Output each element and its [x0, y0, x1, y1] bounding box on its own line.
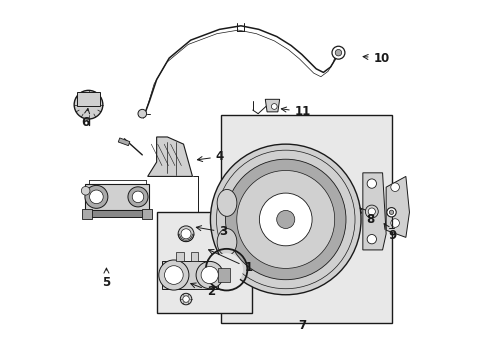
Text: 1: 1 — [208, 249, 252, 274]
Text: 7: 7 — [297, 319, 305, 332]
Circle shape — [366, 179, 376, 188]
Text: 5: 5 — [102, 268, 110, 289]
Bar — [85, 184, 149, 211]
Circle shape — [210, 144, 360, 295]
Circle shape — [89, 190, 103, 204]
Polygon shape — [147, 137, 192, 176]
Text: 6: 6 — [81, 108, 90, 129]
Ellipse shape — [217, 189, 236, 216]
Text: 8: 8 — [359, 208, 374, 226]
Circle shape — [335, 49, 341, 56]
Circle shape — [201, 266, 218, 284]
Circle shape — [81, 186, 90, 195]
Circle shape — [236, 171, 334, 269]
Ellipse shape — [217, 229, 236, 256]
Bar — [162, 261, 217, 289]
Text: 10: 10 — [363, 51, 389, 64]
Circle shape — [181, 229, 191, 239]
Circle shape — [196, 261, 223, 289]
Polygon shape — [265, 99, 279, 112]
Bar — [77, 92, 100, 107]
Text: 2: 2 — [190, 283, 215, 298]
Circle shape — [138, 109, 146, 118]
Circle shape — [271, 104, 277, 109]
Polygon shape — [362, 173, 386, 250]
Circle shape — [276, 210, 294, 229]
Bar — [176, 252, 183, 261]
Circle shape — [365, 205, 378, 218]
Text: 11: 11 — [281, 105, 310, 118]
Circle shape — [180, 293, 191, 305]
Circle shape — [178, 226, 194, 242]
Text: 3: 3 — [196, 225, 227, 238]
Circle shape — [390, 183, 399, 192]
Bar — [142, 209, 152, 220]
Bar — [88, 210, 145, 217]
Circle shape — [367, 208, 375, 215]
Circle shape — [210, 253, 243, 286]
Circle shape — [74, 90, 102, 119]
Circle shape — [390, 219, 399, 227]
Circle shape — [259, 193, 311, 246]
Circle shape — [164, 266, 183, 284]
Text: 9: 9 — [384, 224, 395, 242]
Circle shape — [159, 260, 188, 290]
Bar — [190, 252, 198, 261]
Bar — [118, 138, 130, 146]
Text: 4: 4 — [197, 150, 224, 163]
Circle shape — [331, 46, 344, 59]
Bar — [221, 116, 391, 323]
Bar — [82, 209, 92, 220]
Circle shape — [366, 234, 376, 244]
Circle shape — [225, 159, 346, 280]
Circle shape — [128, 187, 148, 207]
Polygon shape — [386, 176, 408, 237]
Bar — [217, 268, 230, 282]
Circle shape — [85, 185, 108, 208]
Bar — [156, 212, 251, 313]
Circle shape — [183, 296, 189, 302]
Circle shape — [388, 210, 393, 215]
Circle shape — [386, 208, 395, 217]
Circle shape — [132, 191, 143, 203]
